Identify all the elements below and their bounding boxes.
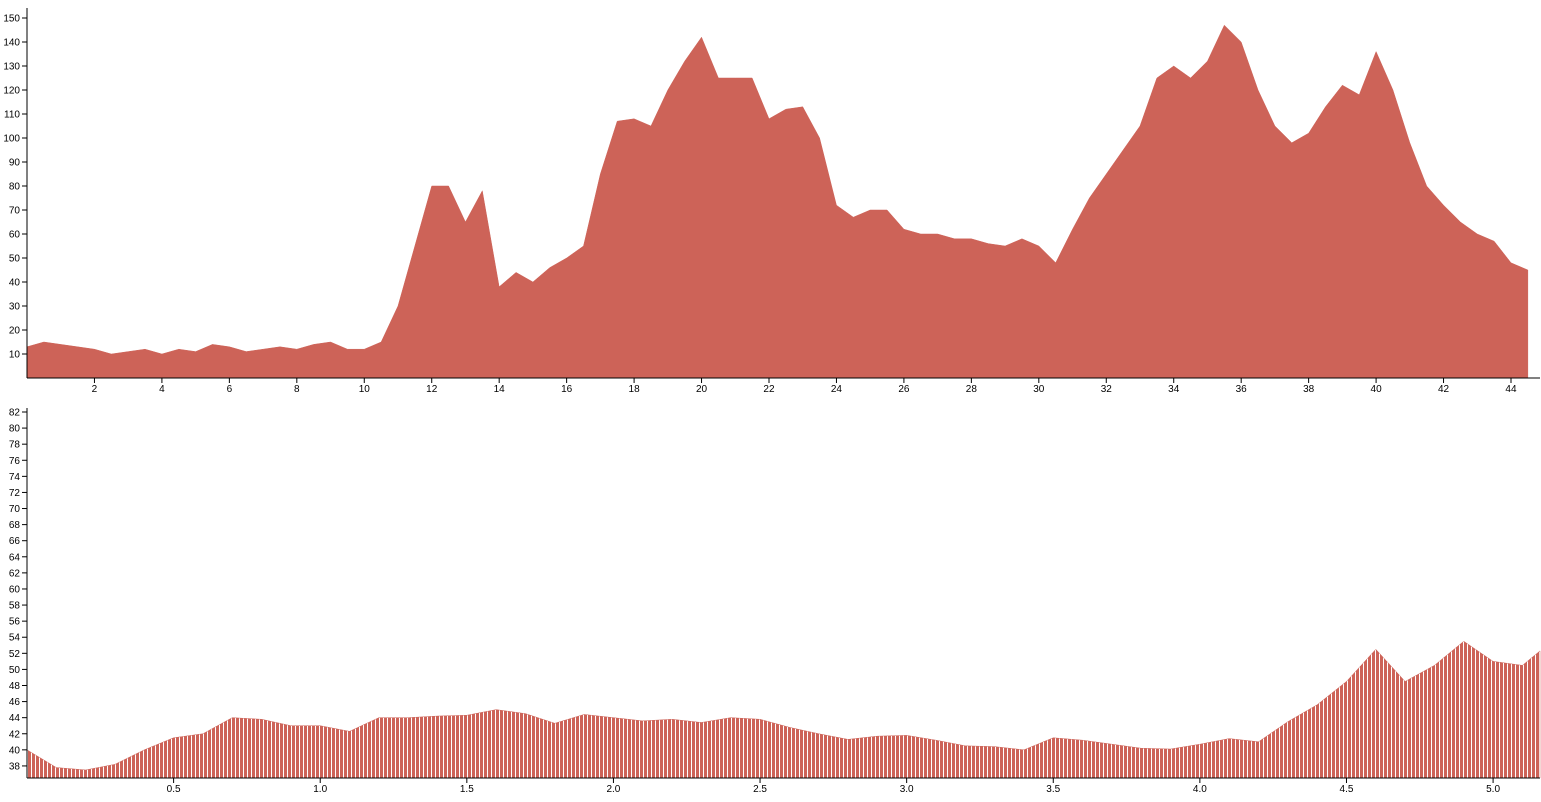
x-tick-label: 3.5 [1046,784,1060,795]
x-tick-label: 2.5 [753,784,767,795]
y-tick-label: 78 [9,440,21,451]
y-tick-label: 68 [9,520,21,531]
x-tick-label: 20 [696,384,708,395]
x-tick-label: 30 [1033,384,1045,395]
x-tick-label: 5.0 [1486,784,1500,795]
y-tick-label: 80 [9,182,21,193]
y-tick-label: 62 [9,568,21,579]
y-tick-label: 46 [9,697,21,708]
y-tick-label: 74 [9,472,21,483]
x-tick-label: 28 [966,384,978,395]
y-tick-label: 76 [9,456,21,467]
x-tick-label: 10 [359,384,371,395]
y-tick-label: 44 [9,713,21,724]
x-tick-label: 22 [763,384,775,395]
y-tick-label: 80 [9,424,21,435]
y-tick-label: 100 [3,134,20,145]
y-tick-label: 70 [9,206,21,217]
y-tick-label: 70 [9,504,21,515]
x-tick-label: 18 [629,384,641,395]
x-tick-label: 40 [1371,384,1383,395]
x-tick-label: 16 [561,384,573,395]
x-tick-label: 42 [1438,384,1450,395]
y-tick-label: 40 [9,745,21,756]
x-tick-label: 34 [1168,384,1180,395]
x-tick-label: 26 [898,384,910,395]
y-tick-label: 52 [9,649,21,660]
x-tick-label: 4 [159,384,165,395]
x-tick-label: 24 [831,384,843,395]
x-tick-label: 38 [1303,384,1315,395]
y-tick-label: 82 [9,408,21,419]
y-tick-label: 50 [9,254,21,265]
x-tick-label: 36 [1236,384,1248,395]
y-tick-label: 150 [3,14,20,25]
y-tick-label: 64 [9,552,21,563]
x-tick-label: 8 [294,384,300,395]
x-tick-label: 32 [1101,384,1113,395]
y-tick-label: 90 [9,158,21,169]
y-tick-label: 20 [9,326,21,337]
y-tick-label: 48 [9,681,21,692]
y-tick-label: 60 [9,230,21,241]
x-tick-label: 44 [1505,384,1517,395]
elevation-area [26,24,1529,379]
y-tick-label: 50 [9,665,21,676]
x-tick-label: 4.0 [1193,784,1207,795]
x-tick-label: 4.5 [1340,784,1354,795]
y-tick-label: 120 [3,86,20,97]
x-tick-label: 6 [227,384,233,395]
y-tick-label: 56 [9,617,21,628]
y-tick-label: 38 [9,761,21,772]
x-tick-label: 1.5 [460,784,474,795]
y-tick-label: 140 [3,38,20,49]
x-tick-label: 1.0 [313,784,327,795]
y-tick-label: 58 [9,601,21,612]
y-tick-label: 42 [9,729,21,740]
y-tick-label: 66 [9,536,21,547]
y-tick-label: 110 [4,110,20,121]
x-tick-label: 3.0 [900,784,914,795]
y-tick-label: 40 [9,278,21,289]
x-tick-label: 2.0 [606,784,620,795]
x-tick-label: 12 [426,384,438,395]
y-tick-label: 30 [9,302,21,313]
x-tick-label: 2 [92,384,98,395]
y-tick-label: 60 [9,584,21,595]
y-tick-label: 130 [3,62,20,73]
y-tick-label: 54 [9,633,21,644]
y-tick-label: 72 [9,488,21,499]
elevation-area [26,640,1541,779]
y-tick-label: 10 [9,350,21,361]
x-tick-label: 14 [494,384,506,395]
x-tick-label: 0.5 [167,784,181,795]
